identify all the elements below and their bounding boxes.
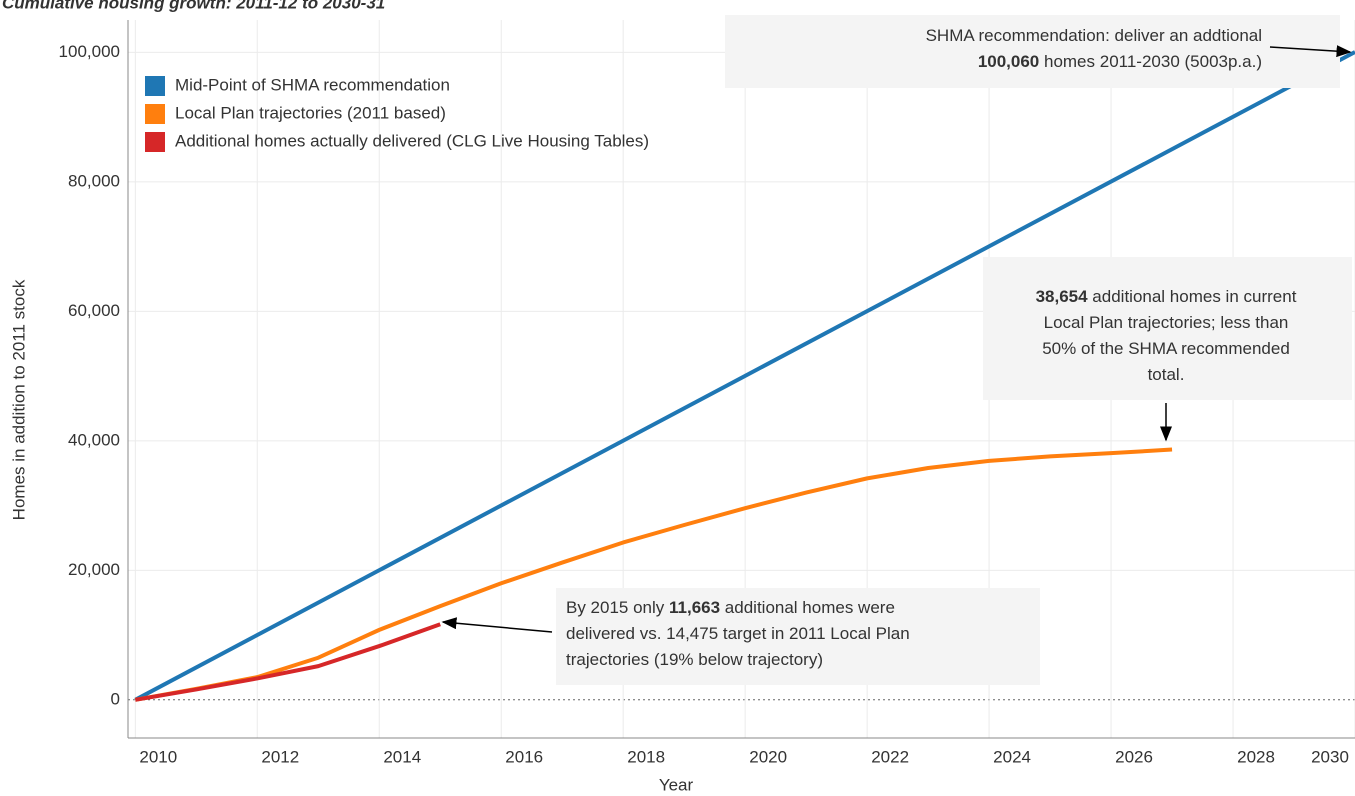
legend-label: Mid-Point of SHMA recommendation — [175, 75, 450, 94]
annotation-box — [983, 257, 1352, 400]
x-tick-label: 2028 — [1237, 747, 1275, 766]
annotation-text: SHMA recommendation: deliver an addtiona… — [926, 26, 1262, 45]
annotation-text: 38,654 additional homes in current — [1036, 287, 1297, 306]
annotation-text: trajectories (19% below trajectory) — [566, 650, 823, 669]
line-series — [134, 50, 1355, 702]
annotation-arrow — [1269, 45, 1352, 58]
y-tick-label: 60,000 — [68, 301, 120, 320]
legend-swatch — [145, 132, 165, 152]
annotation-segment: total. — [1148, 365, 1185, 384]
x-tick-label: 2026 — [1115, 747, 1153, 766]
annotation-segment: delivered vs. 14,475 target in 2011 Loca… — [566, 624, 910, 643]
annotation-segment: 50% of the SHMA recommended — [1042, 339, 1290, 358]
line-series — [134, 447, 1173, 702]
y-axis-label: Homes in addition to 2011 stock — [9, 279, 28, 520]
annotation-box — [725, 15, 1340, 88]
annotation-arrow — [441, 617, 553, 633]
x-tick-label: 2022 — [871, 747, 909, 766]
x-tick-label: 2014 — [383, 747, 421, 766]
x-tick-label: 2018 — [627, 747, 665, 766]
line-series — [134, 622, 441, 702]
annotation-segment: 100,060 — [978, 52, 1039, 71]
annotation-text: By 2015 only 11,663 additional homes wer… — [566, 598, 895, 617]
x-axis-label: Year — [659, 775, 694, 794]
x-tick-label: 2012 — [261, 747, 299, 766]
y-tick-label: 40,000 — [68, 430, 120, 449]
annotation-segment: trajectories (19% below trajectory) — [566, 650, 823, 669]
annotation-segment: 11,663 — [669, 598, 720, 617]
x-tick-label: 2020 — [749, 747, 787, 766]
legend-label: Local Plan trajectories (2011 based) — [175, 103, 446, 122]
x-tick-label: 2024 — [993, 747, 1031, 766]
y-tick-label: 80,000 — [68, 171, 120, 190]
legend-swatch — [145, 76, 165, 96]
y-tick-label: 100,000 — [59, 42, 120, 61]
annotation-segment: Local Plan trajectories; less than — [1044, 313, 1289, 332]
x-tick-label: 2030 — [1311, 747, 1349, 766]
x-tick-label: 2016 — [505, 747, 543, 766]
chart-title: Cumulative housing growth: 2011-12 to 20… — [2, 0, 385, 12]
annotation-segment: additional homes in current — [1088, 287, 1297, 306]
annotation-segment: 38,654 — [1036, 287, 1089, 306]
legend-swatch — [145, 104, 165, 124]
annotation-segment: SHMA recommendation: deliver an addtiona… — [926, 26, 1262, 45]
annotation-segment: homes 2011-2030 (5003p.a.) — [1039, 52, 1262, 71]
annotation-text: delivered vs. 14,475 target in 2011 Loca… — [566, 624, 910, 643]
annotation-text: 50% of the SHMA recommended — [1042, 339, 1290, 358]
legend-label: Additional homes actually delivered (CLG… — [175, 131, 649, 150]
annotation-text: 100,060 homes 2011-2030 (5003p.a.) — [978, 52, 1262, 71]
y-tick-label: 0 — [111, 689, 120, 708]
annotation-box — [556, 588, 1040, 685]
annotation-text: Local Plan trajectories; less than — [1044, 313, 1289, 332]
annotation-segment: By 2015 only — [566, 598, 669, 617]
y-tick-label: 20,000 — [68, 560, 120, 579]
annotation-text: total. — [1148, 365, 1185, 384]
x-tick-label: 2010 — [139, 747, 177, 766]
annotation-segment: additional homes were — [720, 598, 895, 617]
